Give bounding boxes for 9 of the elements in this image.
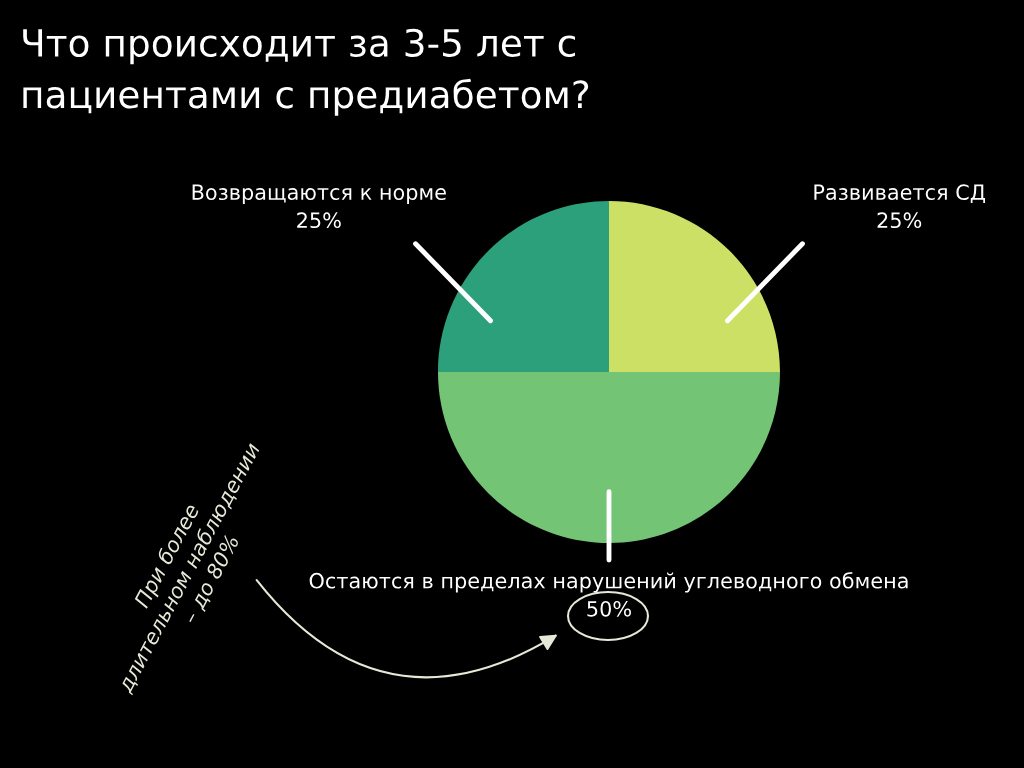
pie-slice <box>438 372 780 543</box>
pie-slice <box>609 201 780 372</box>
slice-label: Остаются в пределах нарушений углеводного обмена <box>309 572 908 593</box>
data-label: 50% <box>587 600 631 617</box>
data-label: 25% <box>297 212 341 229</box>
chart-title: Что происходит за 3-5 лет с пациентами с предиабетом? <box>23 28 589 116</box>
data-label: 25% <box>877 212 922 229</box>
slice-label: Возвращаются к норме <box>192 184 446 205</box>
slice-label: Развивается СД <box>814 184 985 203</box>
